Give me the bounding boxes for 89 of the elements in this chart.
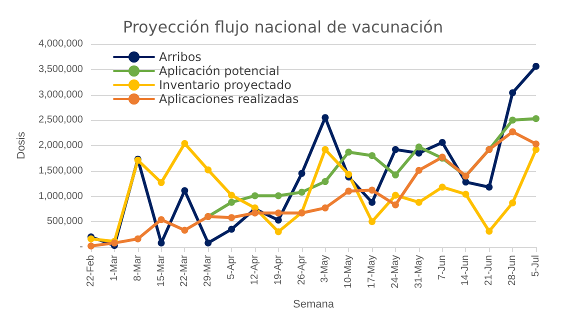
y-tick-label: 3,000,000	[38, 89, 84, 100]
point	[274, 210, 282, 216]
x-tick-label: 21-Jun	[484, 255, 495, 286]
point	[415, 144, 422, 151]
point	[204, 239, 212, 246]
legend-label: Arribos	[159, 50, 202, 64]
point	[134, 235, 142, 242]
point	[228, 214, 236, 222]
point	[509, 116, 516, 124]
point	[158, 179, 165, 186]
x-axis-title: Semana	[293, 298, 335, 310]
x-tick-label: 26-Apr	[296, 254, 308, 286]
point	[392, 201, 399, 208]
point	[368, 152, 376, 160]
x-tick-label: 5-Apr	[226, 254, 238, 280]
point	[158, 239, 165, 246]
point	[392, 192, 399, 199]
point	[345, 170, 352, 178]
legend-label: Aplicación potencial	[159, 64, 280, 78]
x-tick-label: 7-Jun	[436, 255, 448, 280]
x-tick-label: 22-Mar	[179, 254, 190, 287]
point	[274, 216, 282, 224]
point	[368, 186, 376, 194]
x-tick-label: 12-Apr	[249, 254, 260, 286]
y-tick-label: 500,000	[46, 216, 84, 228]
y-tick-label: 2,500,000	[38, 114, 84, 126]
point	[368, 198, 376, 206]
point	[274, 192, 282, 200]
chart-title: Proyección flujo nacional de vacunación	[122, 18, 444, 36]
x-tick-label: 17-May	[366, 255, 378, 288]
y-tick-label: 3,500,000	[38, 64, 84, 75]
point	[392, 171, 399, 178]
point	[532, 115, 540, 122]
y-axis-title: Dosis	[16, 131, 28, 160]
point	[158, 216, 165, 224]
point	[438, 184, 446, 191]
x-tick-label: 22-Feb	[86, 254, 96, 287]
point	[251, 210, 258, 216]
x-tick-label: 24-May	[390, 255, 401, 288]
point	[251, 192, 258, 200]
point	[415, 150, 422, 157]
point	[274, 228, 282, 236]
point	[438, 138, 446, 146]
point	[462, 190, 470, 198]
point	[415, 166, 422, 174]
legend-label: Aplicaciones realizadas	[159, 92, 299, 106]
point	[88, 242, 94, 250]
x-tick-label: 10-May	[343, 255, 354, 288]
point	[345, 148, 352, 156]
point	[486, 228, 493, 235]
x-tick-label: 14-Jun	[460, 255, 472, 286]
x-tick-label: 1-Mar	[108, 254, 120, 282]
point	[532, 140, 540, 148]
point	[298, 170, 306, 177]
point	[509, 128, 516, 136]
point	[392, 146, 399, 154]
point	[509, 89, 516, 96]
point	[322, 114, 329, 122]
x-tick-label: 28-Jun	[507, 255, 518, 286]
point	[204, 166, 212, 174]
point	[228, 226, 236, 233]
x-tick-label: 31-May	[413, 255, 424, 288]
point	[322, 178, 329, 186]
point	[415, 198, 422, 206]
legend-label: Inventario proyectado	[159, 78, 292, 92]
point	[532, 62, 540, 70]
point	[181, 226, 188, 234]
point	[322, 146, 329, 154]
point	[345, 188, 352, 195]
point	[181, 140, 188, 147]
point	[462, 178, 470, 186]
y-tick-label: 4,000,000	[38, 38, 84, 50]
x-tick-label: 3-May	[320, 255, 331, 283]
point	[228, 198, 236, 206]
point	[486, 184, 493, 191]
x-tick-label: 15-Mar	[156, 254, 167, 287]
point	[509, 199, 516, 206]
point	[322, 204, 329, 212]
y-tick-label: 2,000,000	[38, 140, 84, 151]
y-tick-label: 1,000,000	[38, 190, 84, 202]
y-tick-label: -	[80, 242, 83, 252]
x-tick-label: 19-Apr	[272, 254, 284, 286]
point	[368, 218, 376, 226]
point	[228, 192, 236, 199]
y-tick-label: 1,500,000	[38, 165, 84, 176]
x-tick-label: 29-Mar	[202, 254, 214, 287]
x-tick-label: 5-Jul	[530, 255, 542, 277]
point	[298, 188, 306, 196]
x-tick-label: 8-Mar	[132, 254, 144, 282]
